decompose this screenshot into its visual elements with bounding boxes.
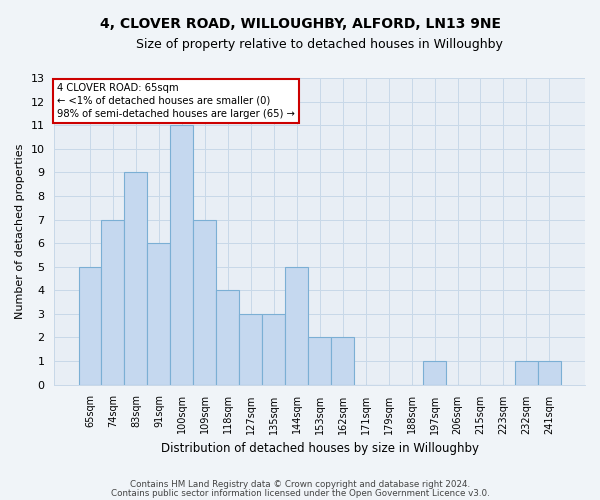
Bar (423, 361, 446, 384)
Bar (101, 220, 124, 384)
Text: Contains HM Land Registry data © Crown copyright and database right 2024.: Contains HM Land Registry data © Crown c… (130, 480, 470, 489)
Bar (170, 125, 193, 384)
X-axis label: Distribution of detached houses by size in Willoughby: Distribution of detached houses by size … (161, 442, 479, 455)
Bar (148, 243, 170, 384)
Bar (124, 172, 148, 384)
Bar (217, 290, 239, 384)
Bar (285, 266, 308, 384)
Bar (308, 338, 331, 384)
Bar (515, 361, 538, 384)
Title: Size of property relative to detached houses in Willoughby: Size of property relative to detached ho… (136, 38, 503, 51)
Text: Contains public sector information licensed under the Open Government Licence v3: Contains public sector information licen… (110, 489, 490, 498)
Text: 4 CLOVER ROAD: 65sqm
← <1% of detached houses are smaller (0)
98% of semi-detach: 4 CLOVER ROAD: 65sqm ← <1% of detached h… (57, 82, 295, 119)
Bar (262, 314, 285, 384)
Bar (538, 361, 561, 384)
Bar (331, 338, 354, 384)
Bar (239, 314, 262, 384)
Text: 4, CLOVER ROAD, WILLOUGHBY, ALFORD, LN13 9NE: 4, CLOVER ROAD, WILLOUGHBY, ALFORD, LN13… (100, 18, 500, 32)
Y-axis label: Number of detached properties: Number of detached properties (15, 144, 25, 319)
Bar (193, 220, 217, 384)
Bar (79, 266, 101, 384)
